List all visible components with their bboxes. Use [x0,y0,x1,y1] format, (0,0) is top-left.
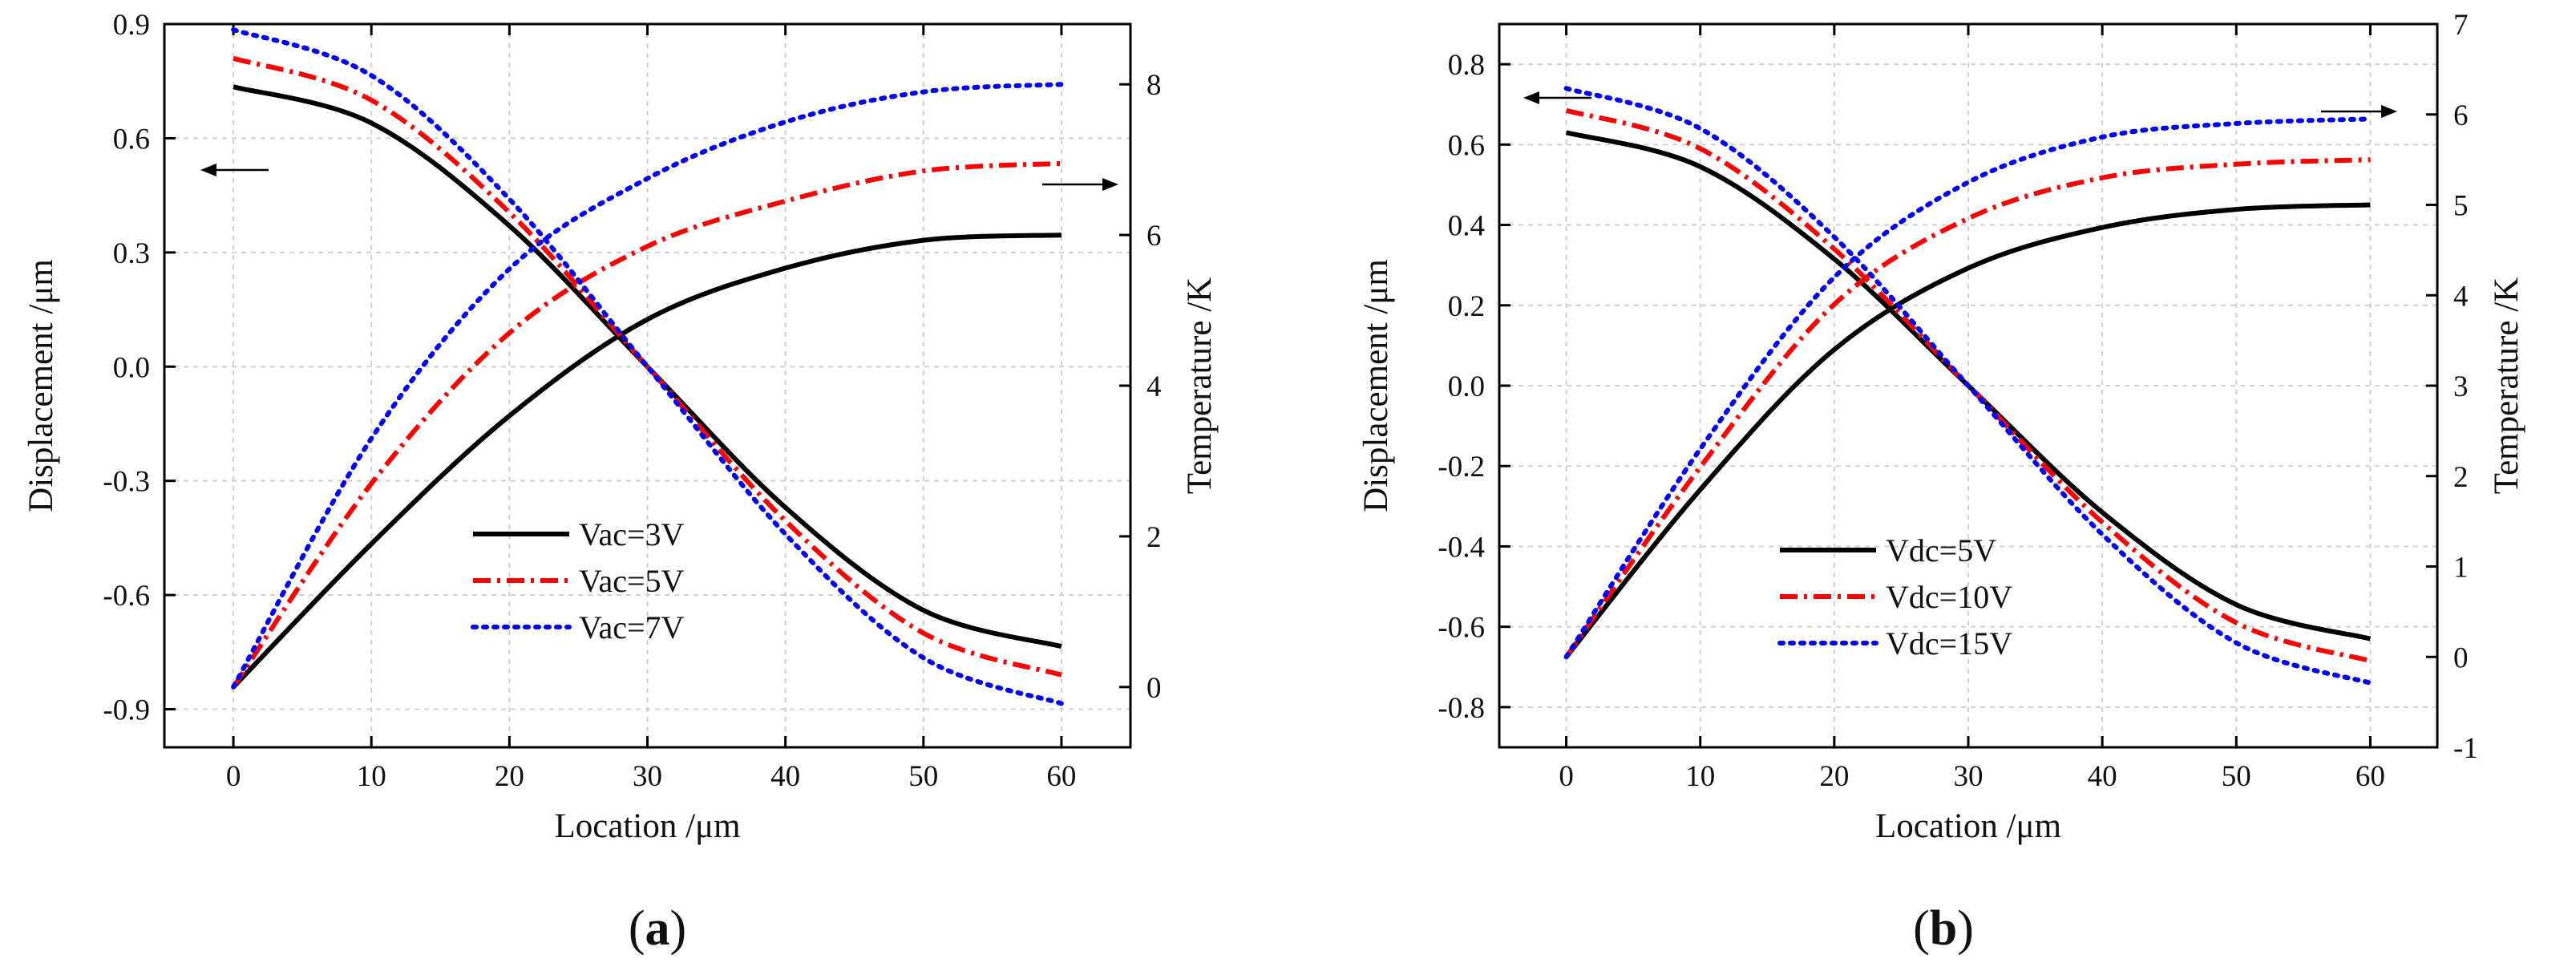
x-tick-label: 0 [226,760,241,793]
y-right-tick-label: 6 [1146,220,1162,253]
y-left-tick-label: -0.3 [103,466,150,499]
series-line-displacement-2 [233,55,1062,678]
y-right-axis-title: Temperature /K [1181,277,1219,494]
y-left-tick-label: 0.2 [1448,290,1485,323]
y-left-tick-label: -0.6 [103,580,150,613]
legend-label-1: Vdc=5V [1886,532,1996,568]
axis-indicator-arrows [1523,91,2397,118]
y-right-tick-label: 8 [1146,69,1162,102]
x-tick-label: 10 [1685,760,1715,793]
legend-label-2: Vdc=10V [1886,579,2012,615]
arrow-left-head [200,164,216,176]
y-right-tick-label: 7 [2453,9,2469,42]
y-left-tick-label: 0.6 [113,123,150,156]
y-right-tick-label: 5 [2453,190,2469,223]
arrow-right-head [2381,105,2397,118]
series-line-displacement-3 [1563,86,2373,686]
x-tick-label: 30 [633,760,662,793]
y-left-axis-title: Displacement /μm [22,259,60,512]
legend: Vdc=5V Vdc=10V Vdc=15V [1777,532,2012,662]
x-tick-label: 10 [357,760,386,793]
x-tick-label: 30 [1954,760,1984,793]
y-right-tick-label: 4 [1146,370,1162,403]
panel-label-a-letter: a [645,901,670,956]
chart-panel-a: 0 10 20 30 40 50 600.90.60.30.0-0.3-0.6-0.9864… [22,9,1219,845]
x-tick-label: 20 [495,760,524,793]
series-lines [1563,86,2373,686]
panel-label-a-close: ) [670,901,687,956]
y-right-tick-label: 0 [1146,672,1162,705]
panel-label-a: (a) [629,901,686,956]
panel-label-b-letter: b [1930,901,1957,956]
legend-label-2: Vac=5V [579,563,685,599]
x-tick-label: 40 [770,760,800,793]
series-lines [231,27,1064,706]
y-left-tick-label: 0.9 [113,9,150,42]
series-line-temperature-1 [1564,202,2371,659]
x-tick-label: 60 [1046,760,1076,793]
y-left-tick-label: 0.8 [1448,49,1485,82]
arrow-right-head [1102,178,1118,191]
y-left-tick-label: -0.9 [103,694,150,727]
y-right-tick-label: 6 [2453,99,2469,132]
y-right-axis-title: Temperature /K [2488,277,2525,494]
x-tick-label: 60 [2356,760,2385,793]
axis-indicator-arrows [200,164,1118,191]
y-right-tick-label: 2 [2453,461,2469,494]
legend-label-1: Vac=3V [579,516,685,552]
y-left-tick-label: -0.6 [1438,612,1485,645]
y-left-tick-label: 0.4 [1448,210,1485,243]
panel-label-a-open: ( [629,901,645,956]
x-tick-label: 0 [1559,760,1574,793]
series-line-temperature-3 [1563,116,2373,660]
x-tick-label: 50 [908,760,938,793]
y-left-tick-label: 0.3 [113,237,150,270]
x-tick-label: 50 [2222,760,2251,793]
panel-label-b-close: ) [1957,901,1974,956]
panel-label-b-open: ( [1913,901,1930,956]
legend-label-3: Vac=7V [579,609,685,645]
legend-label-3: Vdc=15V [1886,625,2012,662]
series-line-temperature-1 [231,233,1062,689]
series-line-temperature-2 [231,160,1062,689]
y-right-tick-label: 0 [2453,641,2469,674]
chart-panel-b: 0 10 20 30 40 50 600.80.60.40.20.0-0.2-0.4-0.6… [1357,9,2525,845]
y-right-tick-label: 4 [2453,280,2469,313]
x-axis-title: Location /μm [554,807,740,845]
y-right-tick-label: 3 [2453,370,2469,403]
y-right-tick-label: 1 [2453,552,2469,585]
y-left-tick-label: 0.0 [1448,370,1485,403]
y-right-tick-label: 2 [1146,521,1162,554]
series-line-temperature-3 [231,82,1064,690]
y-left-tick-label: 0.6 [1448,129,1485,162]
x-tick-label: 40 [2088,760,2117,793]
legend: Vac=3V Vac=5V Vac=7V [471,516,685,645]
y-left-tick-label: -0.8 [1438,692,1485,725]
series-line-temperature-2 [1564,157,2371,659]
y-left-axis-title: Displacement /μm [1357,259,1395,512]
panel-label-b: (b) [1913,901,1974,956]
x-axis-title: Location /μm [1875,807,2061,845]
y-left-tick-label: -0.2 [1438,451,1485,484]
series-line-displacement-2 [1565,107,2372,664]
x-tick-label: 20 [1819,760,1849,793]
y-right-tick-label: -1 [2453,732,2478,765]
y-left-tick-label: -0.4 [1438,531,1485,564]
arrow-left-head [1523,91,1539,104]
y-left-tick-label: 0.0 [113,351,150,384]
